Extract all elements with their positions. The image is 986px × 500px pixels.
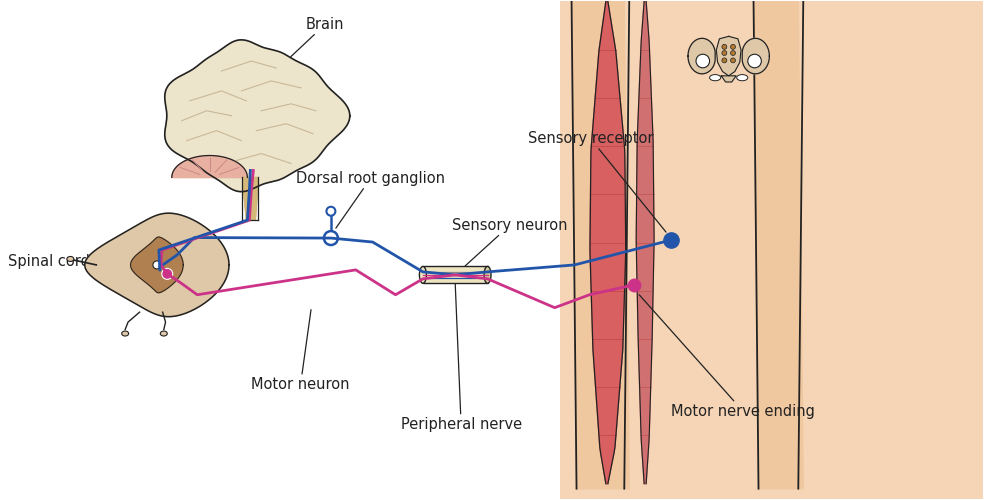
- Circle shape: [696, 54, 710, 68]
- Circle shape: [731, 44, 736, 50]
- Circle shape: [324, 231, 338, 245]
- Text: Sensory neuron: Sensory neuron: [453, 218, 568, 266]
- Polygon shape: [85, 213, 229, 316]
- Text: Spinal cord: Spinal cord: [8, 254, 107, 270]
- Polygon shape: [722, 76, 737, 82]
- Polygon shape: [636, 2, 654, 484]
- Circle shape: [722, 50, 727, 56]
- Circle shape: [326, 206, 335, 216]
- Polygon shape: [243, 178, 258, 220]
- Text: Brain: Brain: [286, 17, 344, 61]
- Text: Motor neuron: Motor neuron: [251, 310, 350, 392]
- Ellipse shape: [484, 266, 491, 283]
- Circle shape: [722, 44, 727, 50]
- Polygon shape: [165, 40, 350, 192]
- Ellipse shape: [710, 74, 721, 80]
- Circle shape: [722, 58, 727, 63]
- Polygon shape: [130, 237, 183, 293]
- Text: Motor nerve ending: Motor nerve ending: [639, 294, 814, 418]
- Ellipse shape: [67, 256, 74, 262]
- Ellipse shape: [161, 331, 168, 336]
- Circle shape: [162, 268, 173, 280]
- Circle shape: [731, 58, 736, 63]
- Polygon shape: [717, 36, 741, 76]
- Ellipse shape: [121, 331, 128, 336]
- Polygon shape: [172, 156, 247, 178]
- Circle shape: [747, 54, 761, 68]
- Polygon shape: [753, 2, 804, 488]
- Text: Peripheral nerve: Peripheral nerve: [400, 284, 522, 432]
- Ellipse shape: [737, 74, 747, 80]
- Polygon shape: [688, 38, 715, 74]
- Circle shape: [731, 50, 736, 56]
- Ellipse shape: [419, 266, 426, 283]
- Polygon shape: [742, 38, 769, 74]
- Polygon shape: [572, 2, 629, 488]
- Polygon shape: [590, 2, 626, 484]
- Text: Dorsal root ganglion: Dorsal root ganglion: [296, 171, 445, 228]
- Polygon shape: [560, 2, 983, 498]
- Circle shape: [153, 261, 161, 269]
- Polygon shape: [243, 178, 258, 220]
- Text: Sensory receptor: Sensory receptor: [528, 131, 666, 232]
- FancyBboxPatch shape: [423, 266, 487, 283]
